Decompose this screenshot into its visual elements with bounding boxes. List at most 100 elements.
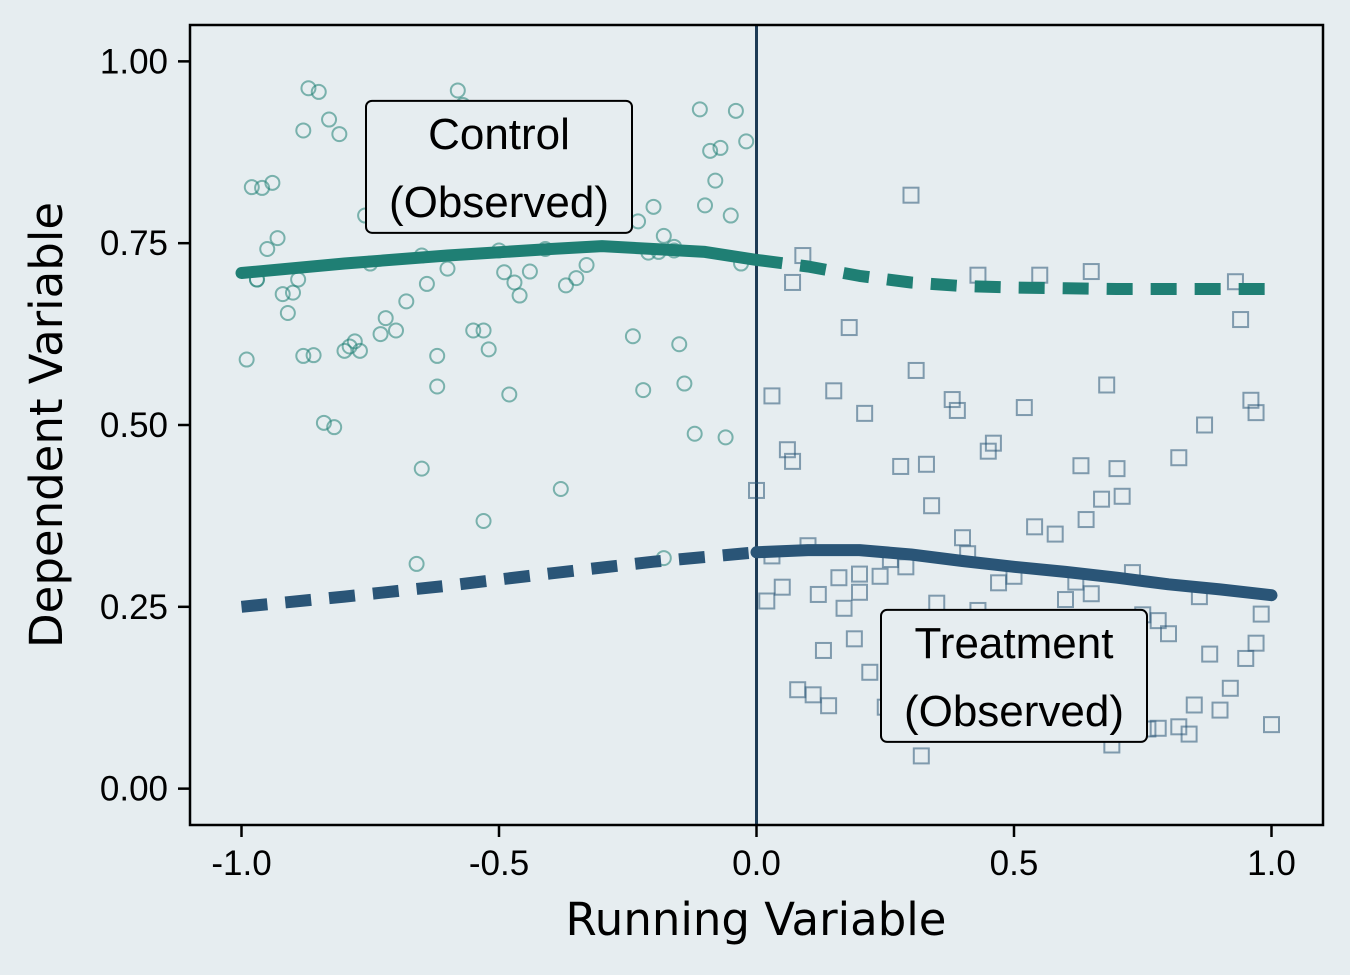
treatment-points-point (851, 565, 868, 583)
treatment-points-point (840, 319, 858, 337)
treatment-points-point (784, 273, 802, 291)
x-tick-label: 1.0 (1247, 844, 1296, 883)
treatment-points-point (845, 630, 863, 648)
treatment-points-point (1237, 649, 1255, 667)
treatment-points-point (851, 583, 868, 601)
control-points-point (717, 429, 734, 446)
control-points-point (341, 338, 358, 355)
treatment-points-point (902, 186, 920, 204)
control-points-point (496, 264, 513, 281)
control-annotation-line: Control (428, 110, 570, 159)
control-points-point (336, 342, 353, 359)
control-points-point (429, 378, 446, 395)
control-points-point (691, 101, 708, 118)
control-points-point (727, 102, 744, 119)
treatment-annotation-line: Treatment (915, 619, 1114, 668)
treatment-points-point (825, 382, 843, 400)
control-points-point (310, 83, 327, 100)
treatment-points-point (1170, 718, 1188, 736)
treatment-points-point (1170, 449, 1188, 467)
control-points-point (315, 414, 332, 431)
control-points-point (635, 382, 652, 399)
treatment-points-point (1072, 457, 1090, 475)
control-points-point (351, 342, 368, 359)
treatment-points-point (1201, 645, 1219, 663)
treatment-points-point (1093, 490, 1111, 508)
control-points-point (738, 133, 755, 150)
control-points-point (243, 179, 260, 196)
y-tick-label: 0.00 (100, 770, 168, 809)
control-points-point (521, 263, 538, 280)
treatment-points-point (1247, 634, 1265, 652)
control-points-point (655, 227, 672, 244)
x-tick-label: 0.5 (990, 844, 1039, 883)
treatment-points-point (943, 391, 961, 409)
control-points-point (449, 82, 466, 99)
control-points-point (372, 326, 389, 343)
treatment-annotation-box (880, 608, 1148, 743)
treatment-points-point (1149, 719, 1167, 737)
y-tick-label: 0.25 (100, 588, 168, 627)
control-points-point (305, 347, 322, 364)
control-points-point (475, 513, 492, 529)
treatment-points-point (809, 585, 827, 603)
treatment-points-point (763, 387, 781, 405)
control-points-point (702, 142, 719, 159)
control-points-point (480, 341, 497, 358)
control-points-point (321, 111, 338, 128)
treatment-points-point (907, 361, 925, 379)
control-points-point (295, 347, 312, 364)
treatment-points-point (892, 457, 910, 475)
control-points-point (578, 257, 595, 273)
control-annotation: Control (Observed) (365, 99, 633, 234)
treatment-points-point (912, 747, 930, 765)
treatment-points-point (1082, 263, 1100, 281)
treatment-points-point (1185, 696, 1203, 714)
control-points-point (707, 172, 724, 189)
x-tick-label: 0.0 (732, 844, 781, 883)
x-tick-label: -0.5 (469, 844, 529, 883)
treatment-points-point (1211, 701, 1229, 719)
treatment-points-point (1226, 273, 1244, 291)
treatment-points-point (804, 686, 822, 704)
control-points-point (439, 260, 456, 277)
control-points-point (279, 305, 296, 321)
control-points-point (274, 286, 291, 303)
control-points-point (501, 386, 518, 403)
control-points-point (676, 375, 693, 392)
treatment-points-point (871, 567, 889, 585)
axes-layer: -1.0 -0.5 0.0 0.5 1.0 0.00 0.25 0.50 0.75 1.00 (100, 42, 1296, 883)
treatment-points-point (758, 592, 776, 610)
treatment-points-point (861, 663, 879, 681)
treatment-points-point (1046, 525, 1064, 543)
control-points-point (568, 270, 585, 287)
treatment-points-point (948, 401, 966, 419)
treatment-points-point (1082, 585, 1100, 603)
y-tick-label: 1.00 (100, 42, 168, 81)
treatment-points-point (856, 404, 874, 422)
control-points-point (418, 275, 435, 292)
control-points-point (712, 139, 729, 156)
annotation-layer: Control (Observed) Treatment (Observed) (365, 99, 1148, 743)
treatment-fit-observed-line (750, 544, 1278, 602)
treatment-points-point (979, 442, 997, 460)
control-points-point (413, 460, 430, 477)
treatment-points-point (814, 641, 832, 659)
treatment-points-point (748, 481, 765, 499)
treatment-points-point (923, 497, 941, 515)
control-points-point (346, 333, 363, 350)
treatment-points-point (784, 452, 802, 470)
control-points-point (326, 419, 343, 436)
treatment-annotation-line: (Observed) (904, 687, 1124, 736)
treatment-points-point (1252, 605, 1270, 623)
control-points-point (408, 555, 425, 572)
treatment-points-point (1196, 416, 1214, 434)
control-points-point (511, 287, 528, 304)
control-points-point (697, 197, 713, 214)
treatment-points-point (1247, 404, 1265, 422)
control-annotation-line: (Observed) (389, 178, 609, 227)
treatment-points-point (835, 599, 853, 617)
control-annotation-box (365, 99, 633, 234)
